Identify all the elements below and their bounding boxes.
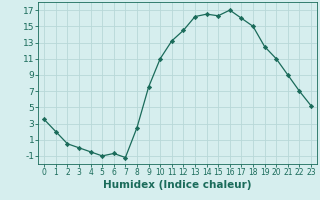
X-axis label: Humidex (Indice chaleur): Humidex (Indice chaleur) [103, 180, 252, 190]
